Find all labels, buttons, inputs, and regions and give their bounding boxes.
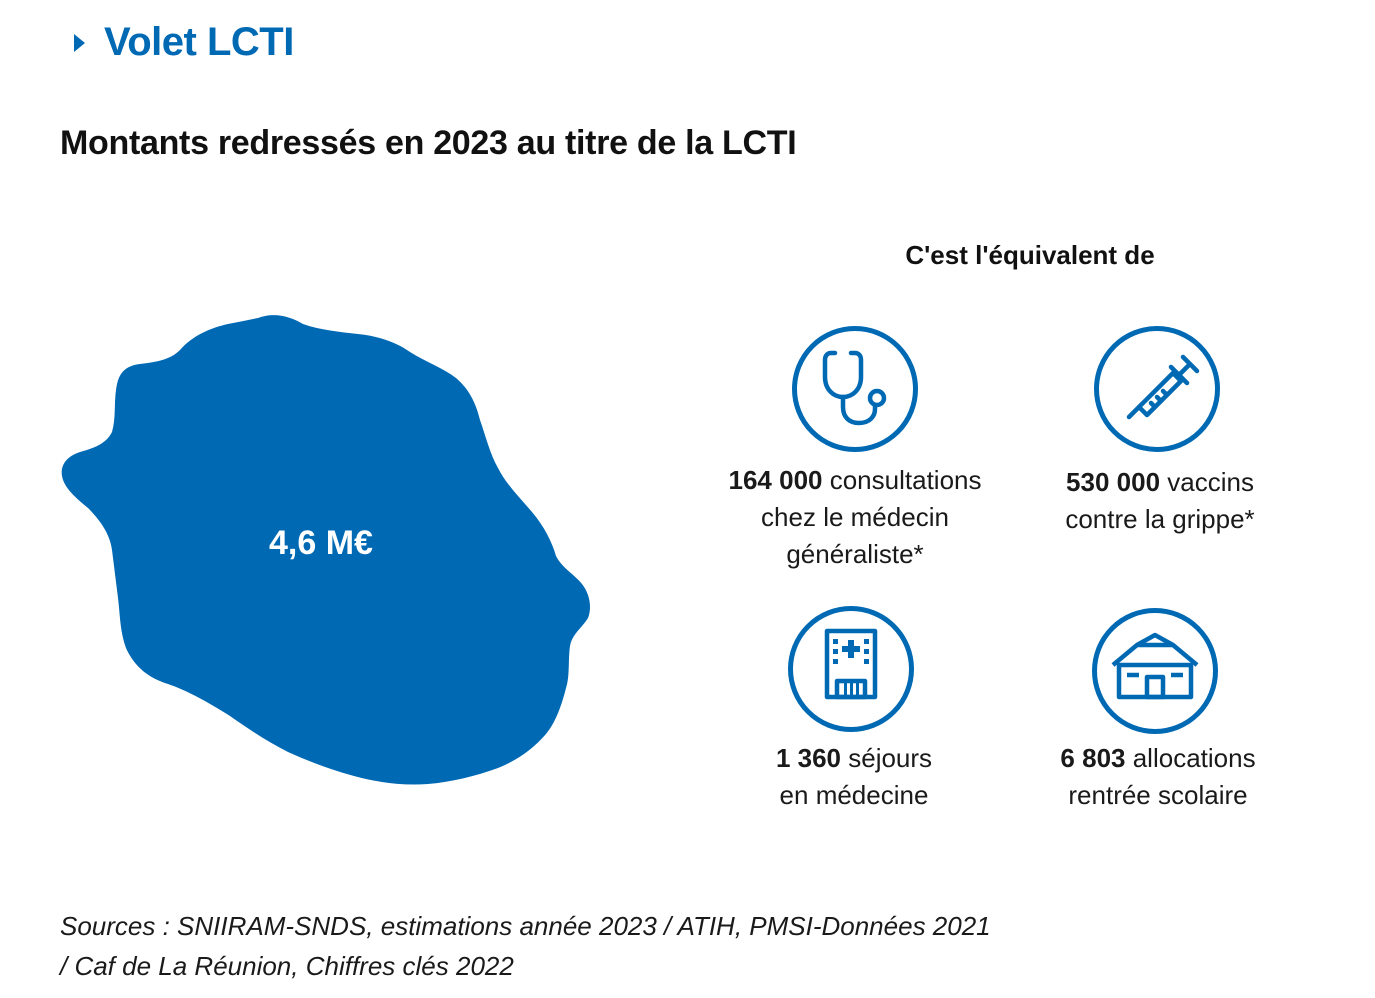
stat-vaccins-text: 530 000 vaccins contre la grippe* bbox=[1010, 464, 1310, 538]
sources-note: Sources : SNIIRAM-SNDS, estimations anné… bbox=[60, 906, 991, 986]
stat-sejours: 1 360 séjours en médecine bbox=[714, 606, 994, 826]
sources-line1: Sources : SNIIRAM-SNDS, estimations anné… bbox=[60, 911, 991, 941]
stat-consultations-value: 164 000 bbox=[728, 465, 823, 495]
stat-vaccins: 530 000 vaccins contre la grippe* bbox=[1010, 326, 1310, 546]
stat-sejours-line2: en médecine bbox=[779, 780, 929, 810]
sources-line2: / Caf de La Réunion, Chiffres clés 2022 bbox=[60, 951, 514, 981]
stat-vaccins-value: 530 000 bbox=[1066, 467, 1161, 497]
stat-consultations-line3: généraliste* bbox=[786, 539, 924, 569]
house-icon bbox=[1092, 608, 1218, 734]
hospital-icon bbox=[788, 606, 914, 732]
stat-vaccins-line2: contre la grippe* bbox=[1065, 504, 1255, 534]
section-title: Volet LCTI bbox=[104, 19, 294, 64]
stat-consultations-text: 164 000 consultations chez le médecin gé… bbox=[690, 462, 1020, 573]
reunion-island-map: 4,6 M€ bbox=[58, 312, 598, 792]
main-title: Montants redressés en 2023 au titre de l… bbox=[60, 124, 797, 162]
equivalents-heading: C'est l'équivalent de bbox=[905, 240, 1155, 270]
stat-vaccins-line1: vaccins bbox=[1160, 467, 1254, 497]
stat-allocations-text: 6 803 allocations rentrée scolaire bbox=[1018, 740, 1298, 814]
stat-consultations-line2: chez le médecin bbox=[761, 502, 949, 532]
chevron-right-icon bbox=[74, 34, 85, 52]
section-header: Volet LCTI bbox=[74, 16, 294, 68]
stat-consultations-line1: consultations bbox=[822, 465, 982, 495]
stat-consultations: 164 000 consultations chez le médecin gé… bbox=[690, 326, 1020, 586]
stat-allocations: 6 803 allocations rentrée scolaire bbox=[1018, 608, 1298, 828]
reunion-island-shape bbox=[61, 315, 590, 785]
stat-allocations-line2: rentrée scolaire bbox=[1068, 780, 1248, 810]
stat-sejours-text: 1 360 séjours en médecine bbox=[714, 740, 994, 814]
stethoscope-icon bbox=[792, 326, 918, 452]
syringe-icon bbox=[1094, 326, 1220, 452]
stat-sejours-value: 1 360 bbox=[775, 743, 842, 773]
stat-allocations-value: 6 803 bbox=[1060, 743, 1126, 773]
stat-allocations-line1: allocations bbox=[1125, 743, 1256, 773]
stat-sejours-line1: séjours bbox=[841, 743, 933, 773]
island-amount: 4,6 M€ bbox=[269, 524, 373, 562]
